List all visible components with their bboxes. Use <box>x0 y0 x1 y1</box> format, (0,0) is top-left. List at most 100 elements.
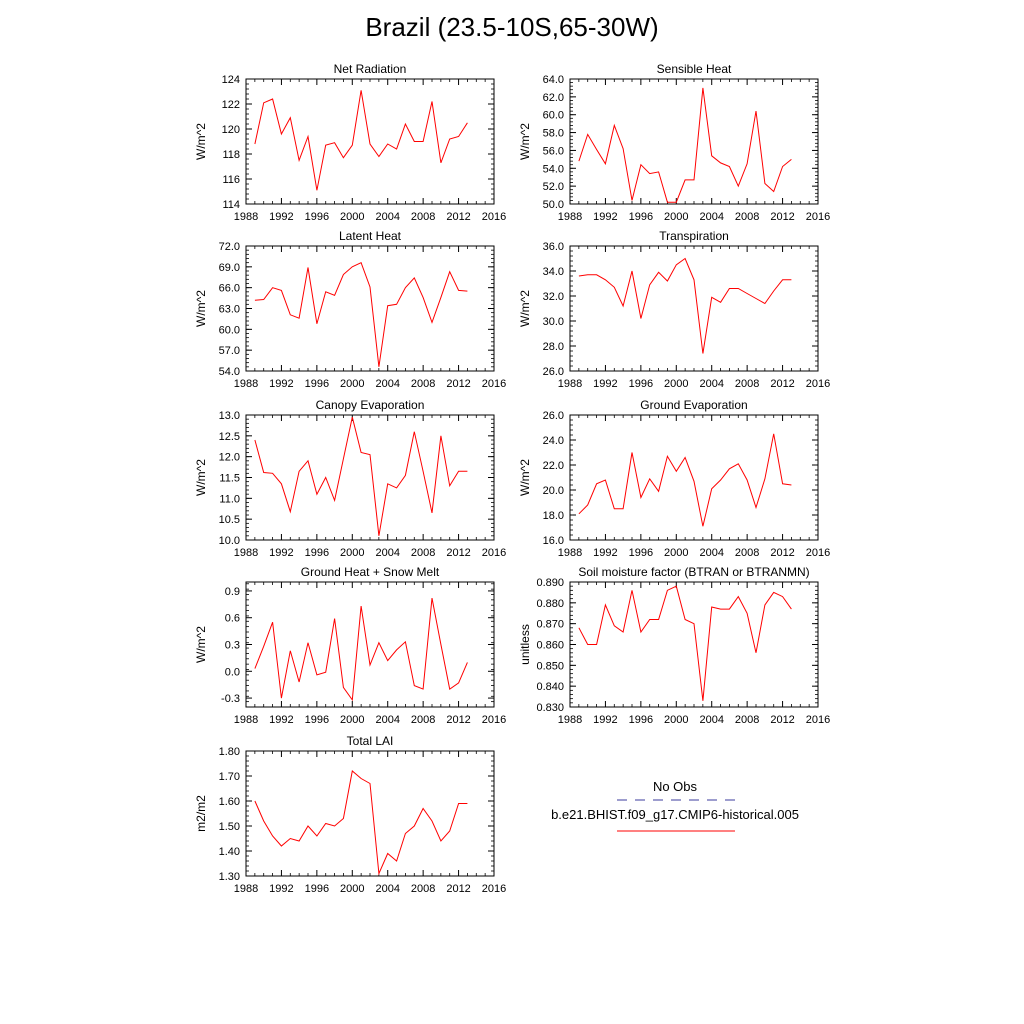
panel-1-xtick-label: 2004 <box>375 211 399 223</box>
panel-1-ytick-label: 116 <box>222 174 240 186</box>
panel-4-xtick-label: 2000 <box>664 378 688 390</box>
panel-1-ytick-label: 124 <box>222 74 240 86</box>
panel-1-ytick-label: 122 <box>222 99 240 111</box>
panel-7-ytick-label: 0.0 <box>225 666 240 678</box>
panel-3-ytick-label: 60.0 <box>219 324 240 336</box>
panel-5-ytick-label: 12.5 <box>219 431 240 443</box>
panel-8-xtick-label: 2000 <box>664 714 688 726</box>
panel-2-series-line-1 <box>578 87 792 203</box>
panel-7-xtick-label: 1988 <box>234 714 258 726</box>
panel-3-xtick-label: 2004 <box>375 378 399 390</box>
panel-3-ytick-label: 72.0 <box>219 241 240 253</box>
panel-1-title: Net Radiation <box>334 62 407 76</box>
panel-8-xtick-label: 2004 <box>699 714 723 726</box>
panel-6-xtick-label: 2000 <box>664 547 688 559</box>
panel-8-ytick-label: 0.890 <box>536 577 564 589</box>
panel-9-xtick-label: 2000 <box>340 883 364 895</box>
panel-5-xtick-label: 2016 <box>482 547 506 559</box>
panel-7-xtick-label: 2004 <box>375 714 399 726</box>
panel-3-xtick-label: 1988 <box>234 378 258 390</box>
panel-8-ytick-label: 0.860 <box>536 640 564 652</box>
panel-8-xtick-label: 2012 <box>770 714 794 726</box>
panel-8-ytick-label: 0.850 <box>536 660 564 672</box>
panel-3-title: Latent Heat <box>339 229 402 243</box>
panel-4-title: Transpiration <box>659 229 729 243</box>
panel-6-ytick-label: 22.0 <box>543 460 564 472</box>
panel-1-xtick-label: 2016 <box>482 211 506 223</box>
panel-2-ytick-label: 58.0 <box>543 128 564 140</box>
panel-5-xtick-label: 2004 <box>375 547 399 559</box>
panel-7-xtick-label: 2000 <box>340 714 364 726</box>
panel-6-xtick-label: 2016 <box>806 547 830 559</box>
panel-5-xtick-label: 1996 <box>305 547 329 559</box>
panel-7-ytick-label: 0.3 <box>225 640 240 652</box>
panel-8-series-line-1 <box>578 585 792 701</box>
panel-5-xtick-label: 2012 <box>446 547 470 559</box>
legend-obs-label: No Obs <box>652 779 698 794</box>
panel-4-xtick-label: 2012 <box>770 378 794 390</box>
panel-4-series-line-1 <box>578 257 792 354</box>
panel-3-ytick-label: 57.0 <box>219 345 240 357</box>
panel-1-xtick-label: 1996 <box>305 211 329 223</box>
panel-2-ytick-label: 64.0 <box>543 74 564 86</box>
panel-3-series-line-1 <box>254 262 468 367</box>
panel-4-ylabel: W/m^2 <box>518 290 532 327</box>
panel-5-series-line-1 <box>254 416 468 536</box>
panel-6-xtick-label: 1996 <box>629 547 653 559</box>
panel-8-title: Soil moisture factor (BTRAN or BTRANMN) <box>578 565 809 579</box>
panel-7-xtick-label: 2012 <box>446 714 470 726</box>
panel-8-xtick-label: 1996 <box>629 714 653 726</box>
panel-3-ytick-label: 69.0 <box>219 262 240 274</box>
panel-3-xtick-label: 2008 <box>411 378 435 390</box>
panel-9-title: Total LAI <box>347 734 394 748</box>
panel-1-xtick-label: 2008 <box>411 211 435 223</box>
panel-9-series-line-1 <box>254 770 468 876</box>
panel-1-xtick-label: 2012 <box>446 211 470 223</box>
panel-1-ytick-label: 114 <box>222 199 240 211</box>
panel-4-xtick-label: 1996 <box>629 378 653 390</box>
panel-2-plot-frame <box>569 78 819 205</box>
panel-2-ytick-label: 60.0 <box>543 110 564 122</box>
panel-5-ytick-label: 10.5 <box>219 514 240 526</box>
panel-6-xtick-label: 2012 <box>770 547 794 559</box>
panel-8-ylabel: unitless <box>518 624 532 665</box>
panel-8-xtick-label: 1988 <box>558 714 582 726</box>
panel-2-xtick-label: 2012 <box>770 211 794 223</box>
panel-3-xtick-label: 2016 <box>482 378 506 390</box>
panel-4-ytick-label: 32.0 <box>543 291 564 303</box>
panel-2-ytick-label: 56.0 <box>543 145 564 157</box>
panel-6-ylabel: W/m^2 <box>518 459 532 496</box>
panel-8-ytick-label: 0.880 <box>536 598 564 610</box>
panel-2-ytick-label: 54.0 <box>543 163 564 175</box>
panel-6-ytick-label: 18.0 <box>543 510 564 522</box>
panel-7-ytick-label: 0.6 <box>225 613 240 625</box>
panel-5-ytick-label: 13.0 <box>219 410 240 422</box>
panel-9-ytick-label: 1.70 <box>219 771 240 783</box>
panel-2-ytick-label: 50.0 <box>543 199 564 211</box>
panel-2-xtick-label: 2000 <box>664 211 688 223</box>
panel-4-ytick-label: 26.0 <box>543 366 564 378</box>
panel-3-ytick-label: 54.0 <box>219 366 240 378</box>
panel-6-title: Ground Evaporation <box>640 398 747 412</box>
panel-4-xtick-label: 2008 <box>735 378 759 390</box>
panel-8-ytick-label: 0.830 <box>536 702 564 714</box>
panel-6-xtick-label: 2004 <box>699 547 723 559</box>
panel-7-ylabel: W/m^2 <box>194 626 208 663</box>
panel-4-ytick-label: 34.0 <box>543 266 564 278</box>
panel-2-title: Sensible Heat <box>657 62 732 76</box>
panel-2-ytick-label: 52.0 <box>543 181 564 193</box>
panel-9-ytick-label: 1.60 <box>219 796 240 808</box>
panel-7-title: Ground Heat + Snow Melt <box>301 565 440 579</box>
panel-5-plot-frame <box>245 414 495 541</box>
panel-6-series-line-1 <box>578 433 792 527</box>
panel-9-xtick-label: 2012 <box>446 883 470 895</box>
panel-3-xtick-label: 2000 <box>340 378 364 390</box>
panel-9-xtick-label: 2004 <box>375 883 399 895</box>
panel-3-ylabel: W/m^2 <box>194 290 208 327</box>
panel-3-xtick-label: 1996 <box>305 378 329 390</box>
panel-1-ytick-label: 120 <box>222 124 240 136</box>
panel-5-xtick-label: 1988 <box>234 547 258 559</box>
panel-3-ytick-label: 63.0 <box>219 304 240 316</box>
panel-2-xtick-label: 1988 <box>558 211 582 223</box>
